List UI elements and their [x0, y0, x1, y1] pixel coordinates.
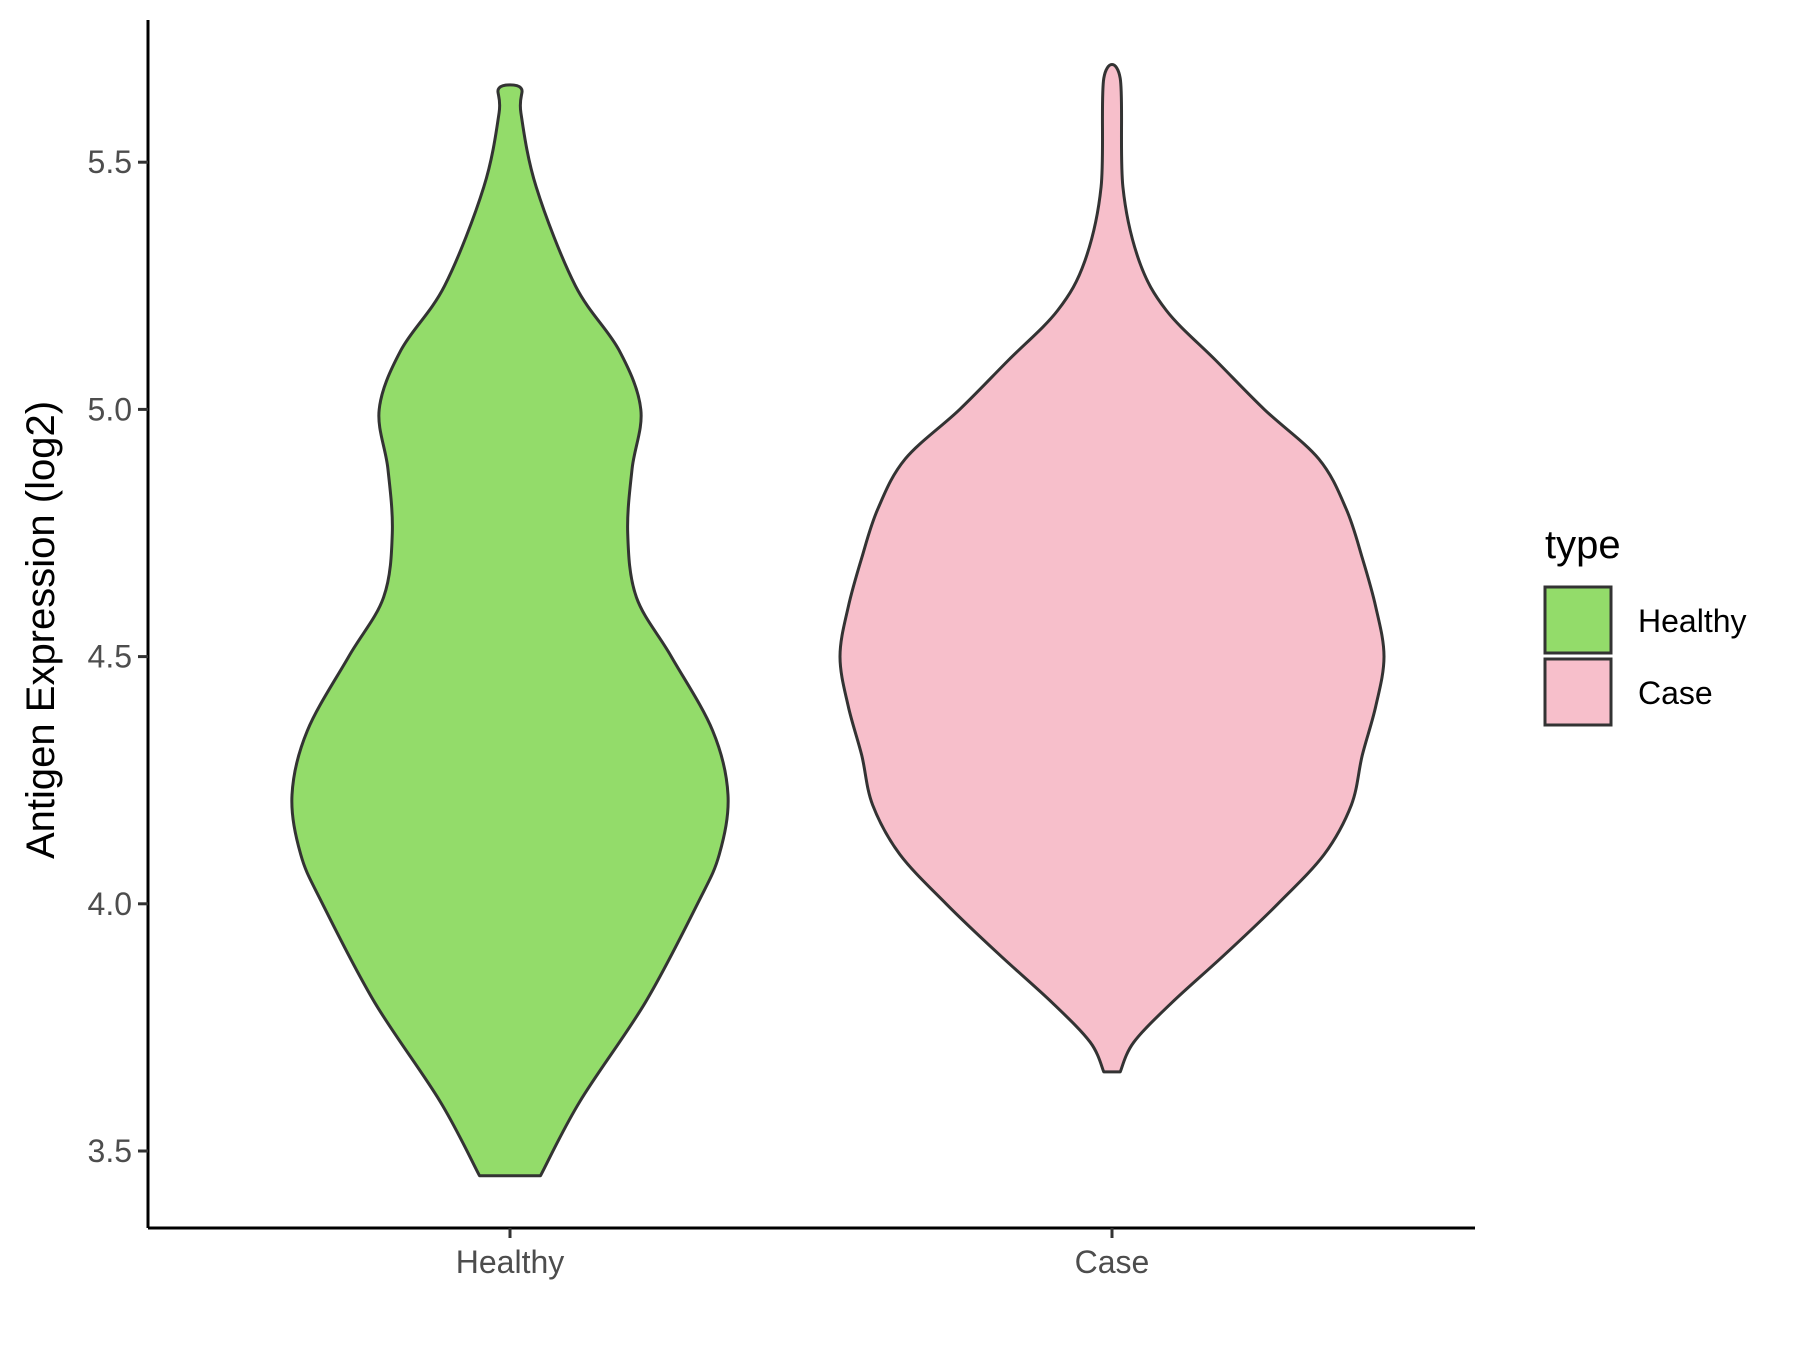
y-axis-title: Antigen Expression (log2)	[19, 401, 63, 859]
legend-label-case: Case	[1638, 675, 1713, 711]
legend: type Healthy Case	[1543, 523, 1747, 727]
x-tick-label: Case	[1075, 1244, 1150, 1280]
legend-key-case	[1543, 657, 1613, 727]
y-tick-label: 5.5	[88, 144, 132, 180]
y-tick-label: 4.0	[88, 886, 132, 922]
legend-key-healthy	[1543, 585, 1613, 655]
y-tick-label: 3.5	[88, 1133, 132, 1169]
y-tick-label: 4.5	[88, 639, 132, 675]
violin-healthy	[290, 83, 730, 1178]
legend-title: type	[1545, 523, 1621, 567]
y-tick-label: 5.0	[88, 391, 132, 427]
x-tick-label: Healthy	[456, 1244, 565, 1280]
violin-case	[838, 63, 1386, 1074]
violins-layer	[290, 63, 1386, 1178]
x-axis: Healthy Case	[148, 1226, 1475, 1280]
y-axis: 3.5 4.0 4.5 5.0 5.5	[88, 20, 150, 1228]
legend-label-healthy: Healthy	[1638, 603, 1747, 639]
